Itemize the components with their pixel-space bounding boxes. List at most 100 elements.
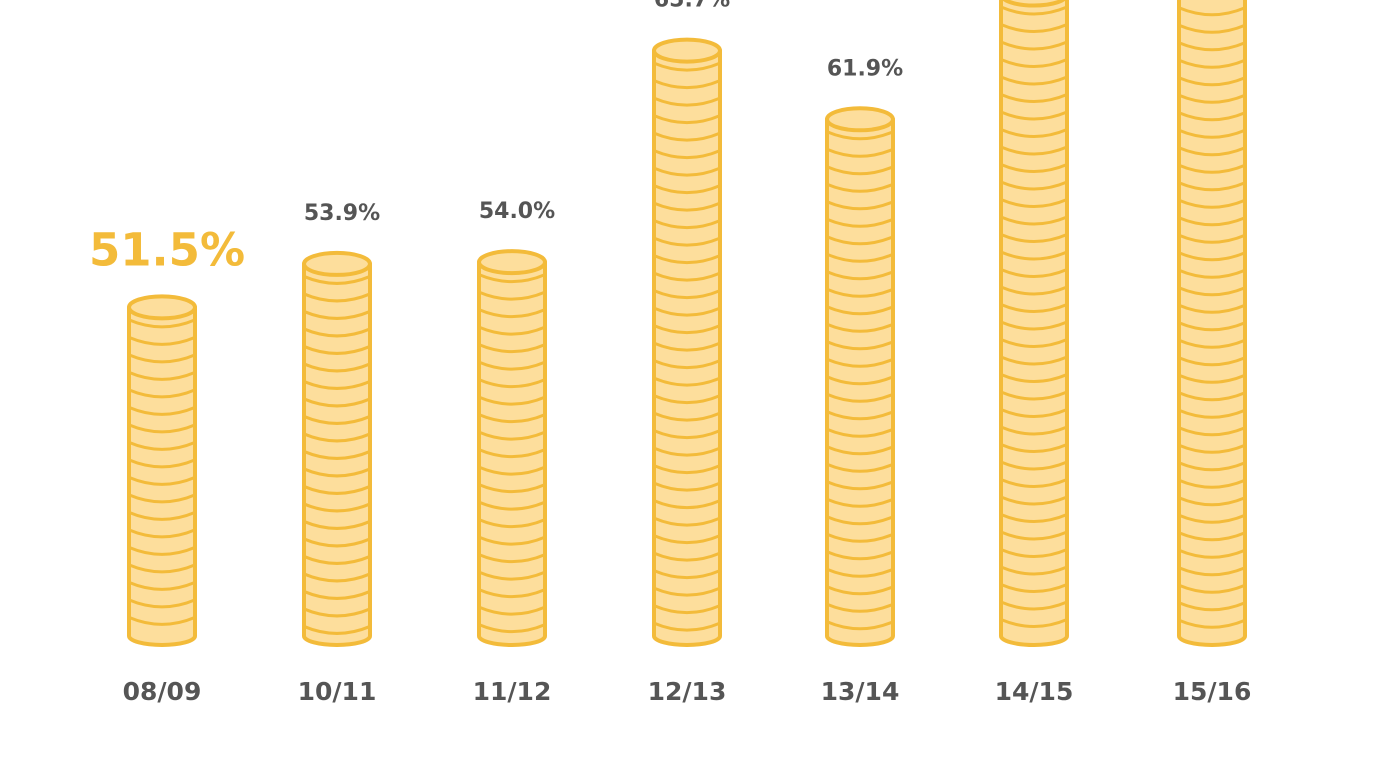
coin-edge (127, 388, 197, 399)
coin-edge (477, 535, 547, 546)
coin-edge (999, 320, 1069, 331)
value-label: 61.9% (827, 56, 903, 81)
coin-edge (302, 327, 372, 338)
coin-edge (477, 483, 547, 494)
coin-edge (1177, 6, 1247, 17)
coin-edge (999, 338, 1069, 348)
coin-edge (652, 96, 722, 107)
coin-edge (1177, 583, 1247, 594)
coin-stack (999, 0, 1069, 647)
category-label: 14/15 (995, 677, 1074, 706)
coin-edge (825, 515, 895, 526)
coin-edge (302, 274, 372, 285)
coin-edge (302, 379, 372, 390)
coin-edge (825, 322, 895, 333)
coin-edge (1177, 76, 1247, 87)
coin-edge (652, 341, 722, 352)
coin-edge (477, 325, 547, 336)
coin-edge (302, 624, 372, 635)
coin-edge (999, 355, 1069, 366)
coin-top (477, 249, 547, 276)
value-label: 53.9% (304, 201, 380, 226)
coin-stack (302, 250, 372, 647)
coin-edge (1177, 41, 1247, 52)
coin-edge (825, 410, 895, 421)
coin-edge (127, 405, 197, 416)
coin-edge (825, 497, 895, 508)
coin-top (302, 250, 372, 277)
coin-edge (652, 201, 722, 212)
coin-edge (999, 530, 1069, 541)
coin-edge (999, 478, 1069, 488)
coin-edge (1177, 338, 1247, 349)
coin-edge (652, 411, 722, 422)
coin-edge (477, 395, 547, 406)
coin-edge (652, 499, 722, 510)
coin-edge (652, 481, 722, 492)
coin-edge (127, 545, 197, 556)
coin-edge (302, 309, 372, 320)
coin-edge (652, 114, 722, 125)
category-labels: 08/09 10/11 11/12 12/13 13/14 14/15 15/16 (123, 677, 1252, 706)
coin-edge (825, 217, 895, 228)
value-label: 51.5% (89, 223, 245, 276)
coin-edge (1177, 146, 1247, 157)
coin-edge (127, 563, 197, 574)
coin-edge (652, 61, 722, 72)
coin-edge (1177, 618, 1247, 629)
coin-edge (825, 375, 895, 386)
coin-edge (652, 394, 722, 405)
coin-stack-body (302, 261, 372, 647)
coin-edge (652, 569, 722, 580)
coin-edge (999, 495, 1069, 506)
coin-edge (127, 318, 197, 329)
coin-edge (825, 235, 895, 246)
coin-edge (302, 449, 372, 460)
coin-edge (652, 516, 722, 527)
coin-edge (477, 605, 547, 616)
value-label: 54.0% (479, 199, 555, 224)
coin-edge (1177, 216, 1247, 227)
coin-edge (825, 532, 895, 543)
coin-edge (477, 518, 547, 529)
coin-edge (999, 198, 1069, 208)
value-labels: 51.5%53.9%54.0%65.7%61.9%68.8%73.6% (89, 0, 903, 276)
coin-top (1001, 0, 1067, 8)
coin-edge (1177, 566, 1247, 577)
coin-edge (999, 303, 1069, 313)
coin-edge (302, 344, 372, 355)
coin-edge (477, 430, 547, 441)
coin-edge (127, 493, 197, 504)
coin-edge (1177, 408, 1247, 419)
coin-edge (652, 271, 722, 282)
coin-edge (999, 180, 1069, 191)
coin-edge (477, 273, 547, 284)
coin-edge (477, 588, 547, 599)
coin-edge (1177, 373, 1247, 384)
coin-edge (652, 184, 722, 195)
coin-edge (652, 166, 722, 177)
coin-edge (652, 621, 722, 632)
coin-edge (825, 340, 895, 351)
coin-edge (477, 465, 547, 476)
coin-edge (652, 324, 722, 335)
coin-top (825, 106, 895, 133)
coin-edge (825, 147, 895, 158)
coin-edge (1177, 426, 1247, 437)
coin-edge (999, 110, 1069, 121)
coin-edge (127, 335, 197, 346)
coin-edge (477, 413, 547, 424)
coin-edge (302, 432, 372, 443)
coin-stack (825, 106, 895, 647)
coin-edge (302, 554, 372, 565)
category-label: 13/14 (821, 677, 900, 706)
category-label: 15/16 (1173, 677, 1252, 706)
coin-edge (999, 425, 1069, 436)
coin-edge (1177, 198, 1247, 209)
coin-edge (999, 443, 1069, 453)
coin-edge (302, 607, 372, 618)
coin-edge (825, 602, 895, 613)
coin-top (127, 294, 197, 321)
coin-edge (825, 287, 895, 298)
